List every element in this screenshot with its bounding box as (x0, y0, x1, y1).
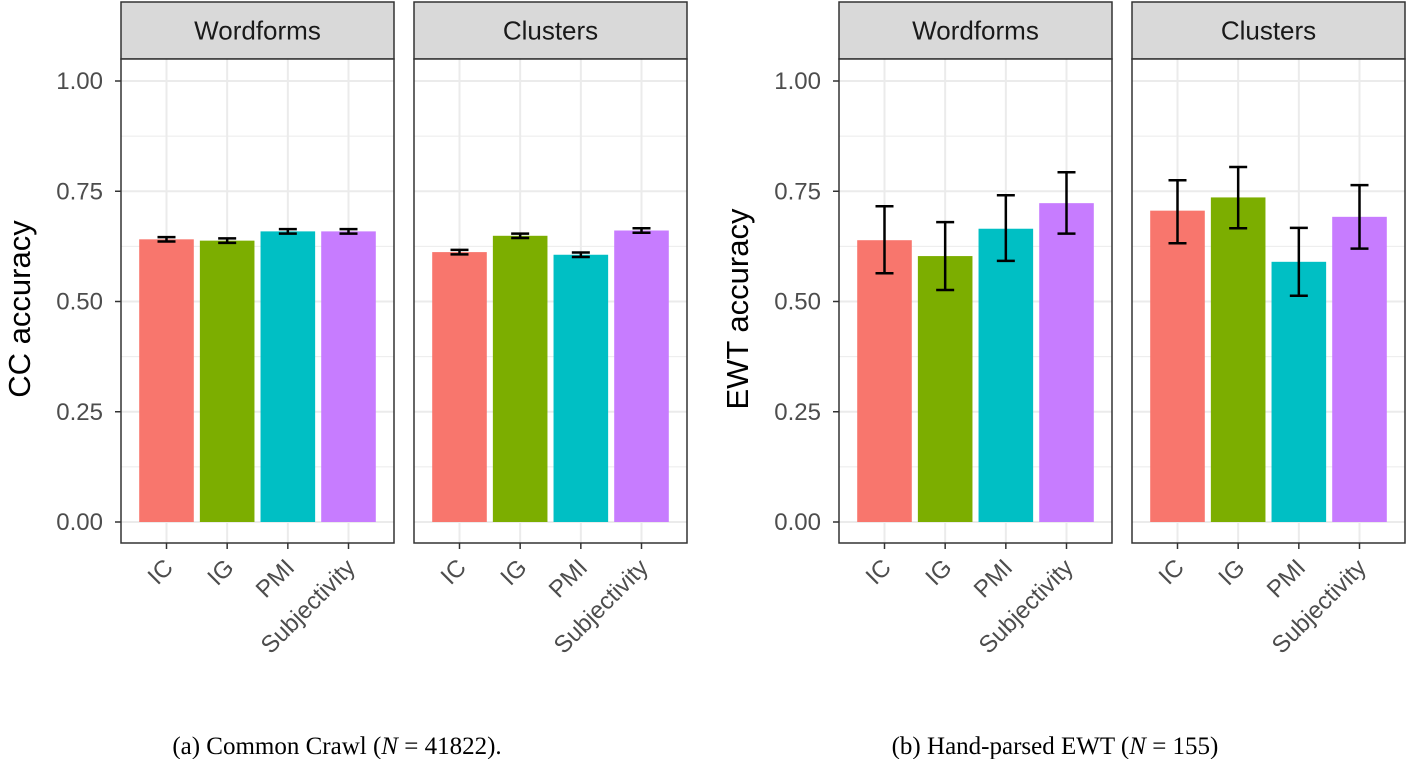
bar-ig (492, 235, 548, 522)
caption-suffix: ). (487, 733, 502, 759)
bar-ig (199, 240, 255, 522)
bar-pmi (260, 231, 316, 523)
y-tick-label: 1.00 (774, 68, 821, 95)
bar-subjectivity (1332, 216, 1387, 522)
x-tick-label: IC (1154, 554, 1190, 590)
chart-a: CC accuracy 0.00 0.25 0.50 0.75 1.00 Wordforms… (2, 1, 688, 759)
x-tick-label: IC (143, 554, 179, 590)
bar-ic (1150, 210, 1205, 523)
y-axis-label: CC accuracy (2, 220, 37, 398)
x-tick-label: IG (1213, 554, 1250, 591)
facet-strip-label: Wordforms (194, 16, 321, 46)
caption-prefix: (a) Common Crawl ( (172, 733, 381, 759)
panel-border (413, 58, 688, 544)
facet-strip (120, 1, 395, 60)
caption-num: 155 (1173, 733, 1211, 759)
bar-pmi (553, 254, 609, 522)
x-tick-label: IG (920, 554, 957, 591)
facet-strip (1131, 1, 1406, 60)
bar-ig (1210, 197, 1266, 522)
y-tick-label: 1.00 (56, 68, 103, 95)
bar-ig (917, 256, 973, 522)
caption-suffix: ) (1210, 733, 1218, 759)
x-tick-label: PMI (1262, 554, 1311, 603)
x-tick-label: PMI (969, 554, 1018, 603)
caption-var: N (1128, 733, 1147, 759)
facet-strip-label: Wordforms (912, 16, 1039, 46)
caption-num: 41822 (425, 733, 488, 759)
bar-ic (857, 240, 912, 523)
x-tick-label: IC (436, 554, 472, 590)
facet-strip-label: Clusters (1221, 16, 1316, 46)
facet-strip-label: Clusters (503, 16, 598, 46)
facet-strip (838, 1, 1113, 60)
y-tick-label: 0.75 (56, 178, 103, 205)
y-tick-label: 0.00 (56, 509, 103, 536)
chart-b: EWT accuracy 0.00 0.25 0.50 0.75 1.00 Wordform… (720, 1, 1406, 759)
bar-subjectivity (1039, 203, 1094, 523)
bar-pmi (978, 228, 1034, 523)
figure-caption: (b) Hand-parsed EWT (N = 155) (892, 733, 1219, 759)
y-tick-label: 0.25 (774, 399, 821, 426)
caption-eq: = (1146, 733, 1173, 759)
bar-subjectivity (614, 230, 669, 522)
caption-var: N (380, 733, 399, 759)
caption-eq: = (398, 733, 425, 759)
bar-ic (139, 239, 194, 522)
figure-caption: (a) Common Crawl (N = 41822). (172, 733, 501, 759)
y-tick-label: 0.75 (774, 178, 821, 205)
x-tick-label: IG (495, 554, 532, 591)
bar-pmi (1271, 261, 1327, 522)
facet-strip (413, 1, 688, 60)
y-tick-label: 0.25 (56, 399, 103, 426)
panel-border (1131, 58, 1406, 544)
bar-ic (432, 252, 487, 522)
x-tick-label: IC (861, 554, 897, 590)
y-axis-label: EWT accuracy (720, 208, 755, 409)
y-tick-label: 0.50 (56, 289, 103, 316)
y-tick-label: 0.00 (774, 509, 821, 536)
y-tick-label: 0.50 (774, 289, 821, 316)
x-tick-label: PMI (544, 554, 593, 603)
panel-border (838, 58, 1113, 544)
x-tick-label: IG (202, 554, 239, 591)
bar-subjectivity (321, 231, 376, 523)
panel-border (120, 58, 395, 544)
x-tick-label: PMI (251, 554, 300, 603)
caption-prefix: (b) Hand-parsed EWT ( (892, 733, 1130, 759)
